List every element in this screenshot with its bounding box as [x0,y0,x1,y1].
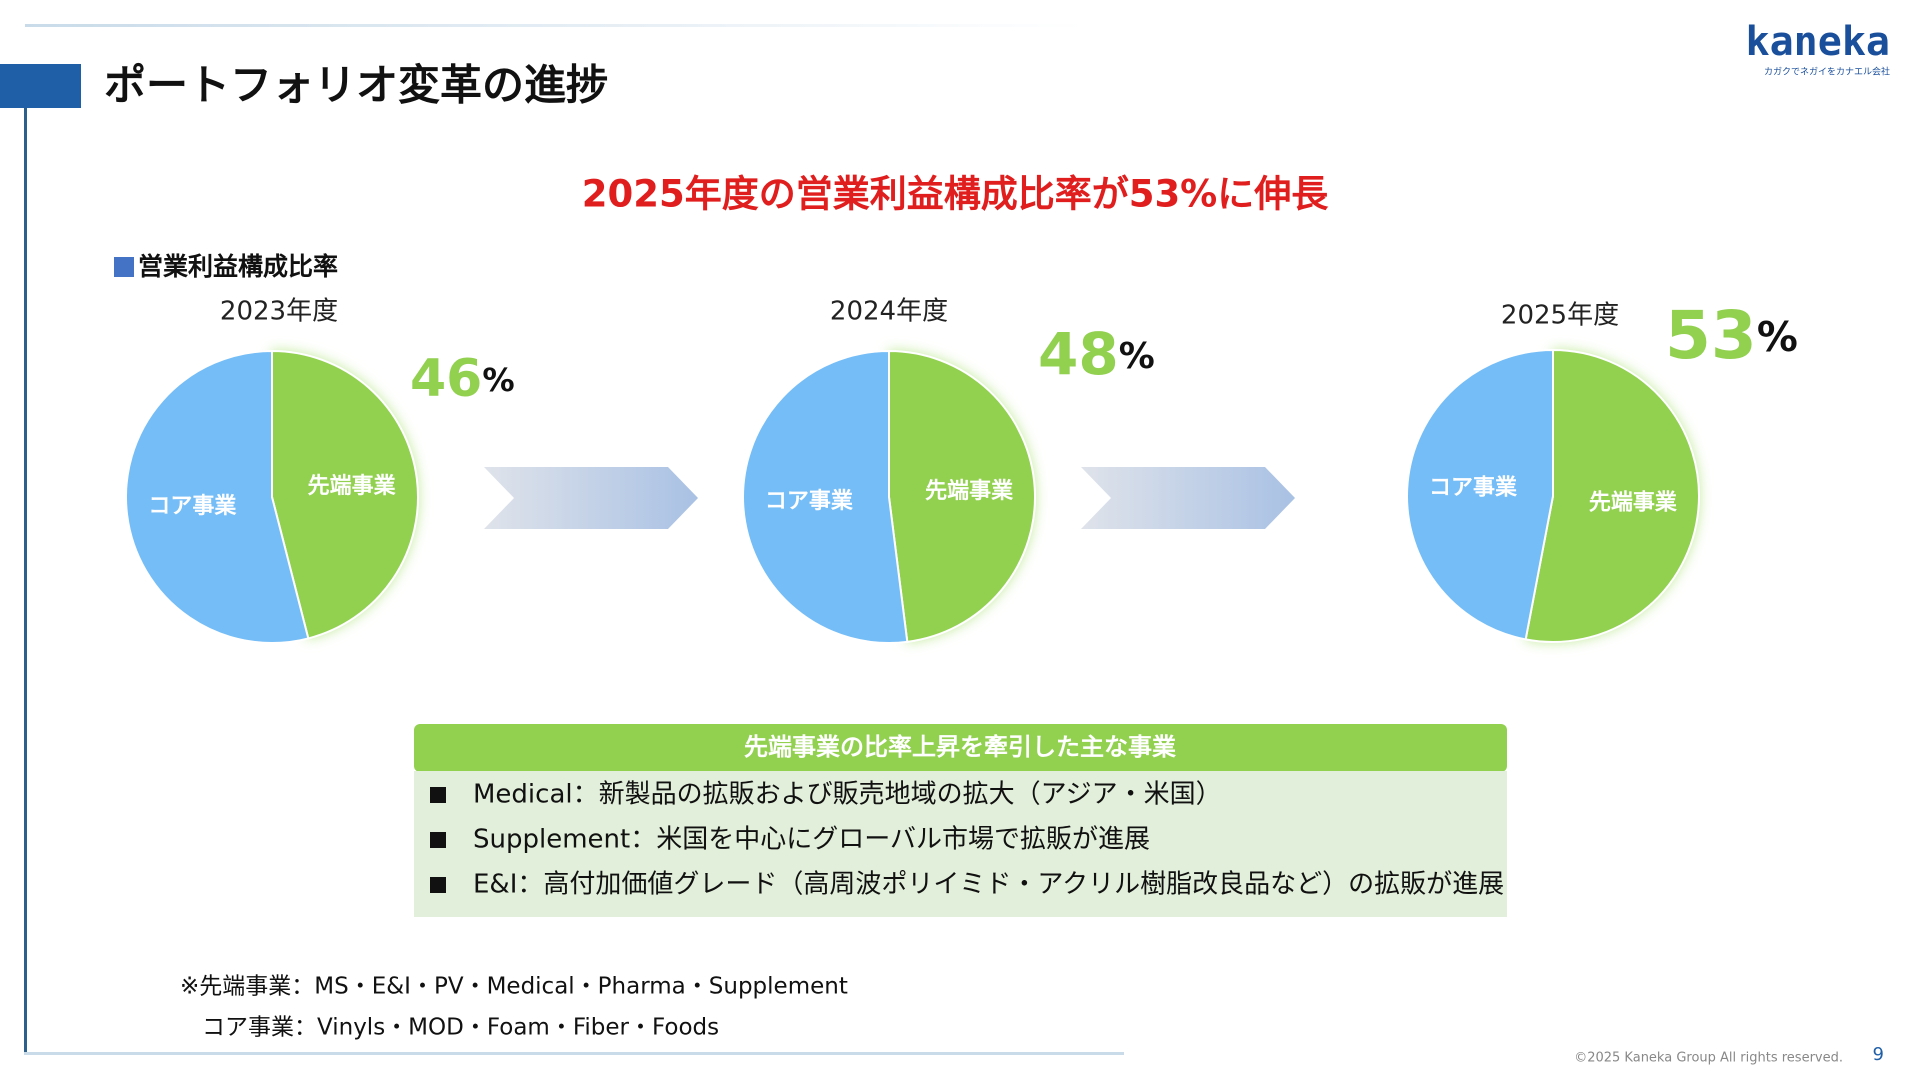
pie-slice [271,349,419,640]
box-item: E&I：高付加価値グレード（高周波ポリイミド・アクリル樹脂改良品など）の拡販が進… [473,870,1504,900]
arrow [484,467,698,529]
logo: kaneka [1746,19,1891,65]
legend-square [114,257,134,277]
title-bar [0,64,81,108]
legend-label: 営業利益構成比率 [138,252,338,281]
value-label: 48% [1038,320,1155,388]
pie-slice [742,349,909,644]
pie-title: 2023年度 [220,297,338,327]
slice-label: 先端事業 [1589,490,1678,516]
pie-title: 2024年度 [830,297,948,327]
copyright: ©2025 Kaneka Group All rights reserved. [1574,1051,1843,1066]
logo-tagline: カガクでネガイをカナエル会社 [1764,66,1890,78]
pie-slice [888,349,1036,643]
box-body [414,771,1507,917]
slice-label: コア事業 [148,493,237,519]
pie-slice [1524,348,1700,643]
bullet [430,877,446,893]
slice-label: 先端事業 [308,473,397,499]
page-number: 9 [1873,1044,1884,1065]
note: ※先端事業：MS・E&I・PV・Medical・Pharma・Supplemen… [180,974,848,1000]
slide-title: ポートフォリオ変革の進捗 [104,61,608,110]
pie-title: 2025年度 [1501,301,1619,331]
slice-label: 先端事業 [925,478,1014,504]
bottom-rule [24,1052,1124,1055]
bullet [430,832,446,848]
pie-slice [1406,348,1554,641]
bullet [430,787,446,803]
slice-label: コア事業 [1429,474,1518,500]
value-label: 46% [410,349,515,409]
note: コア事業：Vinyls・MOD・Foam・Fiber・Foods [202,1015,719,1041]
slice-label: コア事業 [765,488,854,514]
left-rule [24,108,27,1054]
box-header [414,724,1507,772]
headline: 2025年度の営業利益構成比率が53%に伸長 [582,173,1330,216]
box-item: Medical：新製品の拡販および販売地域の拡大（アジア・米国） [473,780,1222,810]
box-item: Supplement：米国を中心にグローバル市場で拡販が進展 [473,825,1150,855]
top-rule [25,24,1085,27]
box-title: 先端事業の比率上昇を牽引した主な事業 [744,733,1176,761]
value-label: 53% [1665,297,1798,374]
pie-slice [125,349,310,644]
arrow [1081,467,1295,529]
